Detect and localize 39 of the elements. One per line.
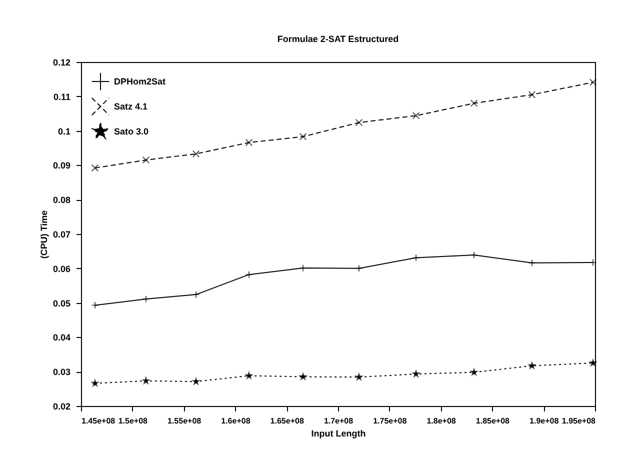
x-tick-label: 1.45e+08 [82, 416, 116, 426]
x-tick-label: 1.7e+08 [324, 416, 354, 426]
x-axis-title: Input Length [311, 428, 366, 438]
y-tick-label: 0.04 [52, 332, 70, 343]
x-tick-label: 1.9e+08 [530, 416, 560, 426]
point [299, 132, 307, 140]
y-tick-label: 0.03 [52, 367, 70, 378]
point [470, 100, 478, 107]
legend-label: Sato 3.0 [114, 126, 149, 136]
legend-label: DPHom2Sat [114, 76, 166, 86]
x-tick-label: 1.6e+08 [221, 416, 251, 426]
y-tick-label: 0.07 [52, 230, 70, 240]
x-tick-label: 1.65e+08 [270, 416, 304, 426]
point [192, 150, 200, 158]
y-tick-label: 0.02 [52, 402, 70, 412]
y-tick-label: 0.12 [52, 58, 70, 68]
point [245, 138, 253, 146]
y-tick-label: 0.1 [58, 126, 70, 136]
y-tick-label: 0.11 [53, 92, 70, 102]
x-tick-label: 1.5e+08 [118, 416, 148, 426]
point [528, 91, 536, 98]
x-tick-label: 1.95e+08 [562, 416, 596, 426]
legend-label: Satz 4.1 [114, 102, 148, 112]
point [589, 78, 597, 86]
point [91, 302, 99, 309]
y-tick-label: 0.06 [52, 264, 70, 274]
x-tick-label: 1.8e+08 [426, 416, 456, 426]
y-axis-title: (CPU) Time [38, 210, 49, 259]
point [355, 118, 363, 126]
x-tick-label: 1.85e+08 [476, 416, 510, 426]
y-tick-label: 0.09 [52, 160, 70, 171]
point [91, 164, 99, 172]
x-tick-label: 1.55e+08 [168, 416, 202, 426]
y-tick-label: 0.08 [52, 195, 70, 206]
y-tick-label: 0.05 [52, 298, 70, 308]
point [142, 156, 150, 164]
chart-title: Formulae 2-SAT Estructured [277, 34, 399, 44]
x-tick-label: 1.75e+08 [373, 416, 408, 426]
point [412, 112, 420, 120]
